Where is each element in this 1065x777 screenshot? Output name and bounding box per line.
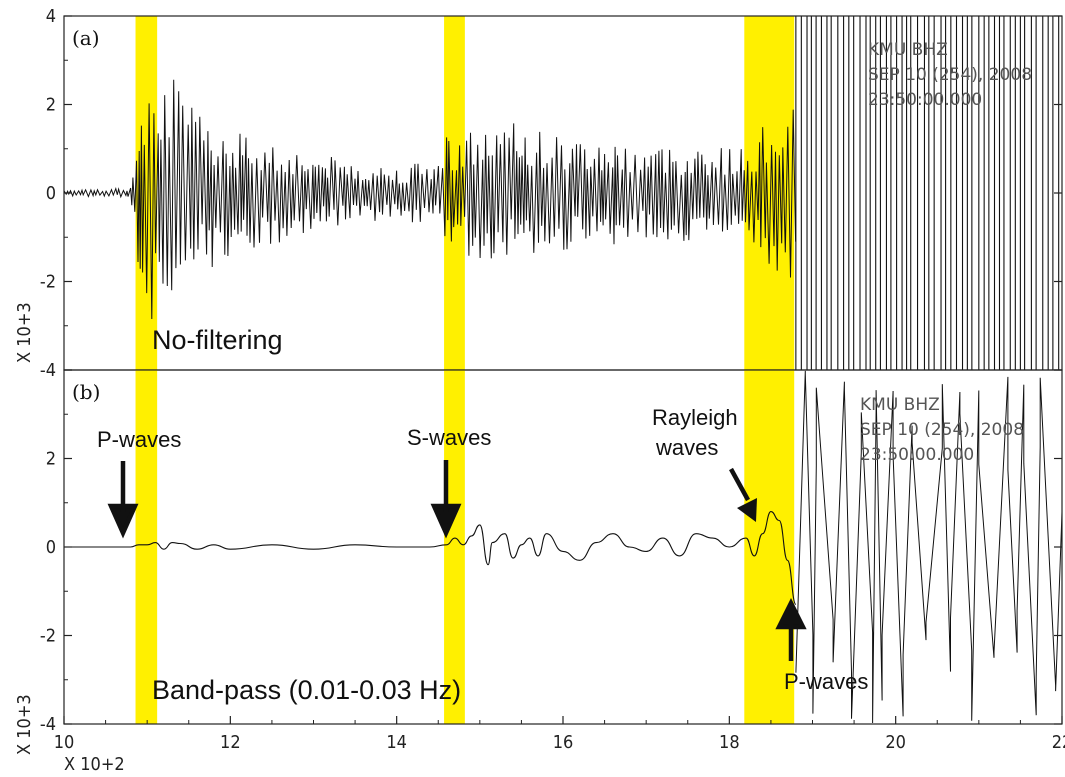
station-b-line2: SEP 10 (254), 2008 bbox=[860, 420, 1024, 440]
no-filtering-label: No-filtering bbox=[152, 325, 283, 355]
y-scale-label-a: X 10+3 bbox=[14, 302, 35, 363]
arrow-s-waves bbox=[430, 460, 462, 539]
trace-unfiltered bbox=[64, 79, 797, 320]
y-tick-label: 0 bbox=[46, 537, 56, 558]
x-tick-label: 10 bbox=[54, 732, 75, 753]
band-pass-label: Band-pass (0.01-0.03 Hz) bbox=[152, 675, 461, 705]
y-tick-label: -2 bbox=[40, 626, 56, 647]
x-tick-label: 12 bbox=[220, 732, 241, 753]
y-tick-label: -4 bbox=[40, 714, 56, 735]
x-scale-label: X 10+2 bbox=[64, 754, 125, 775]
x-tick-label: 22 bbox=[1052, 732, 1065, 753]
y-tick-label: 4 bbox=[46, 6, 56, 27]
arrow-rayleigh-waves bbox=[729, 467, 750, 502]
y-tick-label: 2 bbox=[46, 95, 56, 116]
y-scale-label-b: X 10+3 bbox=[14, 694, 35, 755]
y-tick-label: 2 bbox=[46, 449, 56, 470]
annotation-s-waves: S-waves bbox=[407, 425, 491, 450]
annotation-rayleigh-line1: Rayleigh bbox=[652, 405, 738, 430]
x-tick-label: 16 bbox=[553, 732, 574, 753]
x-tick-label: 18 bbox=[719, 732, 740, 753]
station-a-line2: SEP 10 (254), 2008 bbox=[868, 65, 1032, 85]
arrowhead-rayleigh-waves bbox=[737, 498, 757, 522]
highlight-band bbox=[135, 370, 158, 724]
arrow-p-waves bbox=[107, 461, 139, 539]
panel-b-tag: (b) bbox=[72, 380, 100, 404]
x-tick-label: 20 bbox=[885, 732, 906, 753]
annotation-p-waves: P-waves bbox=[97, 427, 181, 452]
y-tick-label: -2 bbox=[40, 272, 56, 293]
panel-a-tag: (a) bbox=[72, 26, 100, 50]
station-a-line1: KMU BHZ bbox=[868, 40, 948, 60]
highlight-band bbox=[444, 370, 465, 724]
highlight-band bbox=[744, 370, 795, 724]
y-tick-label: -4 bbox=[40, 360, 56, 381]
y-tick-label: 0 bbox=[46, 183, 56, 204]
panel-b: -4 -2 0 2 10 12 14 16 18 20 22 (b) Band-pass (0.0… bbox=[14, 369, 1065, 775]
station-b-line1: KMU BHZ bbox=[860, 395, 940, 415]
annotation-rayleigh-line2: waves bbox=[655, 435, 718, 460]
annotation-p-waves-2: P-waves bbox=[784, 669, 868, 694]
panel-a: -4 -2 0 2 4 (a) No-filtering KMU BHZ SEP 10 … bbox=[14, 6, 1063, 381]
station-b-line3: 23:50:00.000 bbox=[860, 445, 974, 465]
trace-bandpass bbox=[64, 511, 797, 606]
arrow-p-waves-2 bbox=[775, 597, 807, 661]
highlight-band bbox=[444, 16, 465, 370]
station-a-line3: 23:50:00.000 bbox=[868, 90, 982, 110]
ringing-trace bbox=[795, 370, 1062, 724]
x-tick-label: 14 bbox=[386, 732, 407, 753]
